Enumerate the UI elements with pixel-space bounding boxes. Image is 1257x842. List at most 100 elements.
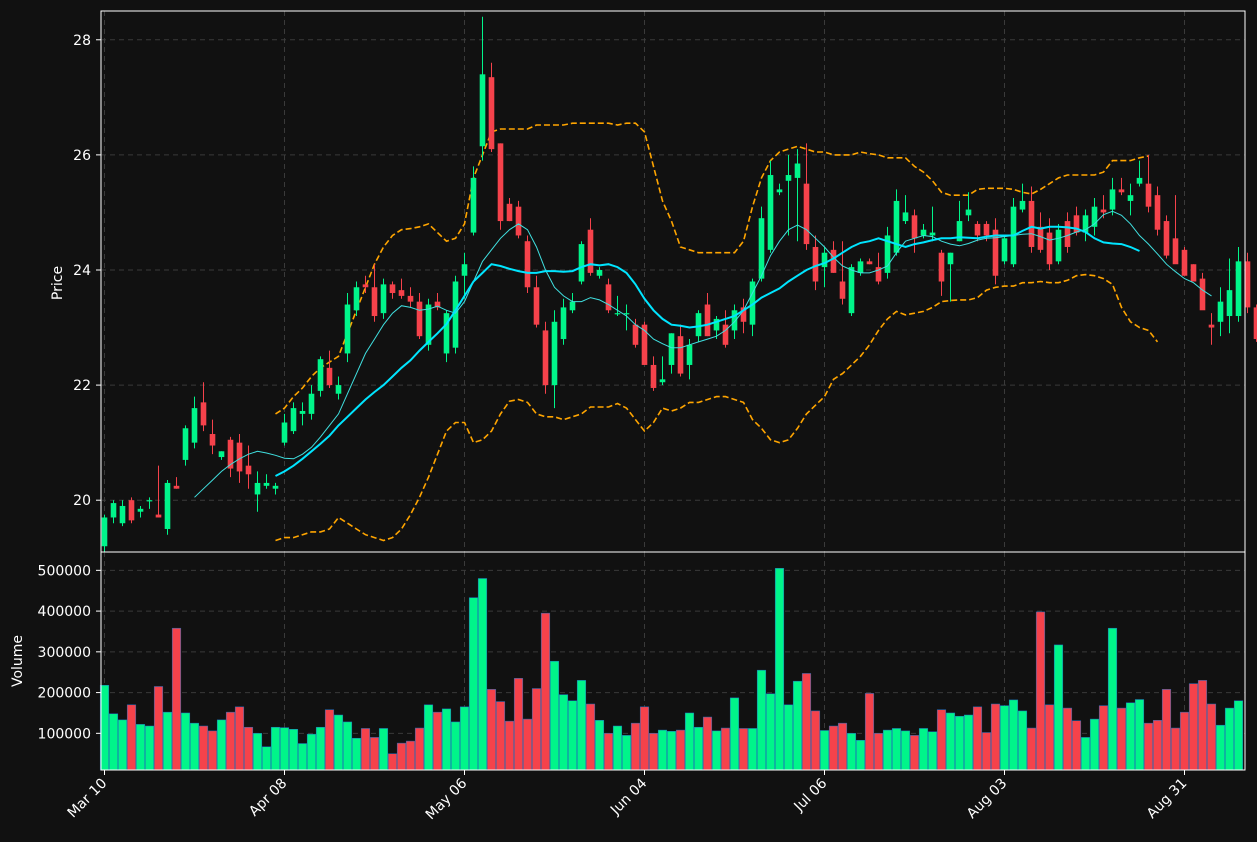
volume-bar [270, 726, 281, 771]
candle [902, 195, 909, 224]
candle [380, 278, 387, 319]
candle-body [335, 385, 342, 394]
volume-bar [585, 703, 596, 771]
candle [443, 310, 450, 363]
candle [1208, 313, 1215, 345]
candle [587, 218, 594, 276]
volume-bar [909, 735, 920, 771]
candle-body [578, 244, 585, 282]
candle [1163, 215, 1170, 259]
volume-bar [405, 740, 416, 771]
volume-bar [918, 728, 929, 771]
candle-body [407, 295, 414, 302]
candle-body [542, 330, 549, 386]
candle [758, 206, 765, 282]
volume-bar [1125, 702, 1136, 771]
candle [623, 304, 630, 331]
candle [290, 402, 297, 435]
candle-body [524, 241, 531, 288]
candle-body [1037, 226, 1044, 250]
candle [533, 275, 540, 328]
candle [434, 293, 441, 311]
candle-body [110, 503, 117, 518]
candle [596, 267, 603, 279]
candle-body [137, 508, 144, 512]
volume-bar [693, 726, 704, 771]
candle [938, 249, 945, 296]
candle [650, 356, 657, 391]
candle [155, 465, 162, 518]
volume-bar [594, 720, 605, 771]
slow-moving-average-line [275, 225, 1140, 477]
candle-body [695, 313, 702, 337]
volume-bar [783, 704, 794, 771]
price-y-ticks: 20 22 24 26 28 [73, 33, 101, 509]
candle [227, 436, 234, 478]
candle [389, 281, 396, 299]
volume-axis-label: Volume [10, 635, 26, 687]
price-axis-label: Price [50, 266, 66, 300]
candle-body [713, 318, 720, 331]
volume-bar [945, 712, 956, 771]
volume-panel: 100000 200000 300000 400000 500000 Volume [10, 551, 1246, 771]
candle [1010, 198, 1017, 268]
volume-bar [810, 710, 821, 771]
candle-body [1181, 249, 1188, 276]
lower-band-line [275, 273, 1159, 542]
candle-body [1172, 238, 1179, 265]
candle [947, 252, 954, 302]
candle-body [1118, 189, 1125, 193]
volume-bar [468, 597, 479, 771]
candle [452, 275, 459, 354]
candle [704, 293, 711, 337]
candle-body [893, 200, 900, 253]
volume-bar [1179, 711, 1190, 771]
volume-bar [261, 746, 272, 771]
volume-grid [101, 552, 1245, 770]
candle-body [191, 408, 198, 443]
volume-bar [243, 726, 254, 771]
volume-bar [684, 712, 695, 771]
candle-body [236, 442, 243, 472]
x-tick-label: May 06 [423, 775, 471, 823]
x-axis-ticks: Mar 10 Apr 08 May 06 Jun 04 Jul 06 Aug 03 Aug … [65, 770, 1190, 823]
candle [1118, 177, 1125, 196]
candle-body [461, 264, 468, 276]
candle [191, 396, 198, 449]
candle-body [371, 287, 378, 317]
price-tick-label: 26 [73, 148, 91, 164]
candle-body [182, 428, 189, 460]
volume-bar [162, 711, 173, 771]
candle [1127, 183, 1134, 216]
candles [101, 16, 1257, 552]
volume-bar [990, 703, 1001, 771]
candle-body [596, 269, 603, 276]
candle-body [902, 212, 909, 222]
candle-body [1100, 209, 1107, 213]
candle-body [632, 324, 639, 345]
candle [317, 356, 324, 397]
candle-body [1028, 200, 1035, 247]
volume-bar [1134, 699, 1145, 771]
candle [308, 385, 315, 420]
volume-bar [432, 711, 443, 771]
candle [776, 183, 783, 196]
candle-body [758, 218, 765, 279]
candle [371, 264, 378, 322]
x-tick-label: Aug 31 [1144, 776, 1190, 822]
volume-bar [324, 709, 335, 771]
candle-body [866, 261, 873, 265]
x-tick-label: Jun 04 [607, 775, 650, 818]
volume-bar [1188, 683, 1199, 771]
candle-body [992, 229, 999, 276]
volume-bar [306, 733, 317, 771]
volume-bar [495, 701, 506, 771]
candle-body [1082, 215, 1089, 233]
volume-bar [252, 733, 263, 771]
candle-body [803, 183, 810, 245]
candle-body [1091, 206, 1098, 227]
volume-bar [1170, 727, 1181, 771]
volume-y-ticks: 100000 200000 300000 400000 500000 [38, 563, 101, 742]
volume-bar [360, 728, 371, 771]
volume-bar [657, 729, 668, 771]
